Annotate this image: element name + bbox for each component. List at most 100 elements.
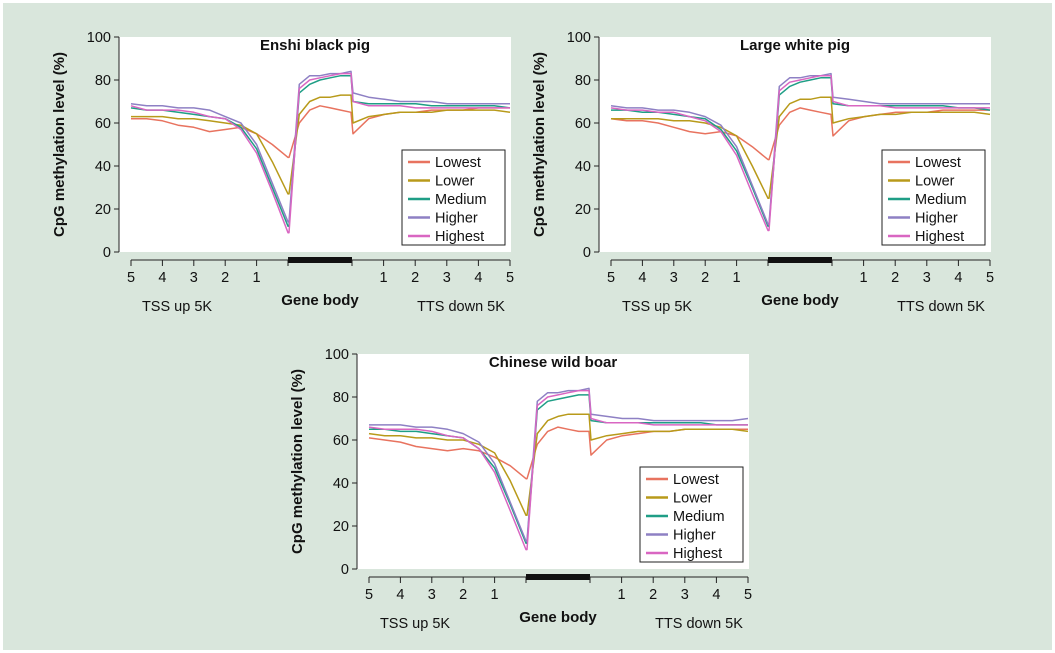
y-tick-label: 20: [575, 202, 591, 218]
legend-label: Medium: [915, 192, 967, 208]
y-tick-label: 40: [95, 159, 111, 175]
legend-label: Lower: [673, 491, 713, 507]
y-tick-label: 100: [87, 30, 111, 46]
legend-box: [401, 149, 506, 246]
x-region-label: Gene body: [761, 292, 839, 309]
gene-body-bar: [288, 257, 352, 263]
y-tick-label: 20: [95, 202, 111, 218]
y-tick-label: 80: [95, 73, 111, 89]
legend-label: Higher: [435, 211, 478, 227]
x-region-label: TTS down 5K: [417, 299, 505, 315]
series-line-lower: [368, 413, 749, 517]
y-axis-title: CpG methylation level (%): [289, 369, 306, 554]
x-region-label: Gene body: [519, 609, 597, 626]
y-tick-label: 100: [567, 30, 591, 46]
y-tick-label: 20: [333, 519, 349, 535]
x-region-label: TSS up 5K: [622, 299, 692, 315]
y-axis-title: CpG methylation level (%): [51, 52, 68, 237]
y-tick-label: 0: [583, 245, 591, 261]
legend-label: Highest: [435, 229, 484, 245]
gene-body-bar: [768, 257, 832, 263]
x-tick-label: 5: [744, 587, 752, 603]
x-tick-label: 2: [701, 270, 709, 286]
x-tick-label: 1: [253, 270, 261, 286]
x-region-label: TSS up 5K: [380, 616, 450, 632]
x-tick-label: 5: [127, 270, 135, 286]
x-tick-label: 2: [649, 587, 657, 603]
x-tick-label: 4: [954, 270, 962, 286]
legend-label: Medium: [673, 509, 725, 525]
legend-label: Lower: [435, 174, 475, 190]
series-line-lower: [131, 94, 511, 195]
x-tick-label: 3: [681, 587, 689, 603]
x-tick-label: 3: [428, 587, 436, 603]
y-tick-label: 40: [333, 476, 349, 492]
y-axis-title: CpG methylation level (%): [531, 52, 548, 237]
x-tick-label: 5: [607, 270, 615, 286]
x-tick-label: 5: [506, 270, 514, 286]
chart-panel-3: Chinese wild boar 0 20 40 60 80 100 CpG methyla…: [289, 347, 752, 632]
y-tick-label: 60: [333, 433, 349, 449]
y-tick-label: 40: [575, 159, 591, 175]
legend-label: Lower: [915, 174, 955, 190]
x-region-label: TTS down 5K: [655, 616, 743, 632]
y-tick-label: 60: [575, 116, 591, 132]
legend-label: Highest: [673, 546, 722, 562]
series-line-highest: [610, 74, 990, 232]
x-tick-label: 4: [396, 587, 404, 603]
y-tick-label: 0: [341, 562, 349, 578]
x-tick-label: 1: [618, 587, 626, 603]
legend-label: Medium: [435, 192, 487, 208]
series-line-higher: [610, 72, 990, 225]
x-region-label: Gene body: [281, 292, 359, 309]
series-line-higher: [130, 70, 510, 223]
x-tick-label: 1: [733, 270, 741, 286]
panel-title: Enshi black pig: [260, 37, 370, 54]
chart-panel-2: Large white pig 0 20 40 60 80 100 CpG methylati…: [531, 30, 994, 315]
x-tick-label: 1: [860, 270, 868, 286]
x-tick-label: 1: [491, 587, 499, 603]
y-tick-label: 0: [103, 245, 111, 261]
x-tick-label: 2: [891, 270, 899, 286]
series-line-highest: [130, 72, 510, 234]
x-tick-label: 3: [190, 270, 198, 286]
x-tick-label: 3: [443, 270, 451, 286]
series-line-higher: [369, 387, 749, 542]
x-tick-label: 3: [923, 270, 931, 286]
x-tick-label: 4: [638, 270, 646, 286]
legend: Lowest Lower Medium Higher Highest: [881, 149, 986, 246]
x-tick-label: 4: [474, 270, 482, 286]
x-region-label: TTS down 5K: [897, 299, 985, 315]
gene-body-bar: [526, 574, 590, 580]
legend-label: Lowest: [673, 472, 719, 488]
y-tick-label: 100: [325, 347, 349, 363]
x-tick-label: 2: [411, 270, 419, 286]
legend-label: Lowest: [915, 155, 961, 171]
legend-label: Higher: [915, 211, 958, 227]
x-tick-label: 2: [459, 587, 467, 603]
legend-box: [639, 466, 744, 563]
legend-label: Higher: [673, 528, 716, 544]
x-tick-label: 4: [712, 587, 720, 603]
x-tick-label: 4: [158, 270, 166, 286]
legend: Lowest Lower Medium Higher Highest: [401, 149, 506, 246]
legend-label: Lowest: [435, 155, 481, 171]
chart-panel-1: Enshi black pig 0 20 40 60 80 100 CpG methylati…: [51, 30, 514, 315]
x-region-label: TSS up 5K: [142, 299, 212, 315]
x-tick-label: 2: [221, 270, 229, 286]
x-tick-label: 5: [365, 587, 373, 603]
series-line-highest: [368, 389, 748, 551]
x-tick-label: 1: [380, 270, 388, 286]
legend-box: [881, 149, 986, 246]
panel-title: Large white pig: [740, 37, 850, 54]
series-line-lowest: [131, 105, 510, 159]
series-line-lower: [611, 96, 991, 200]
y-tick-label: 60: [95, 116, 111, 132]
legend: Lowest Lower Medium Higher Highest: [639, 466, 744, 563]
panel-title: Chinese wild boar: [489, 354, 618, 371]
y-tick-label: 80: [575, 73, 591, 89]
x-tick-label: 5: [986, 270, 994, 286]
x-tick-label: 3: [670, 270, 678, 286]
y-tick-label: 80: [333, 390, 349, 406]
